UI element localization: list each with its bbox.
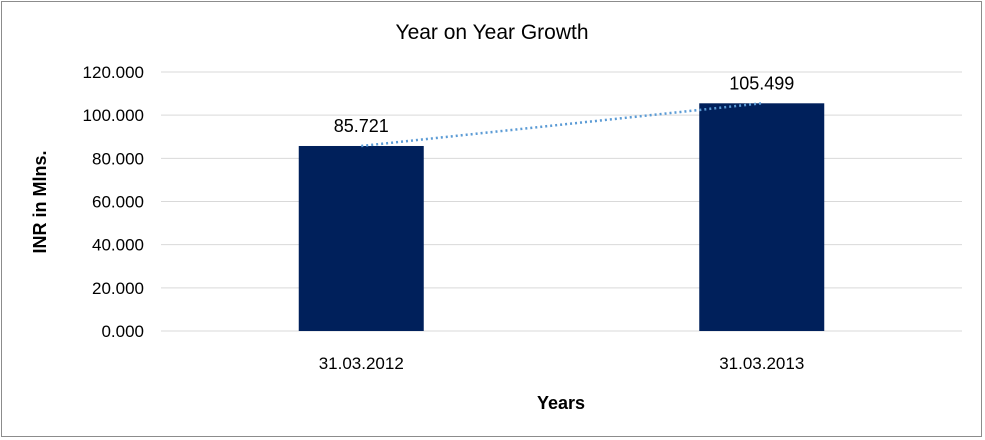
x-tick-label: 31.03.2013 <box>719 354 804 373</box>
y-tick-label: 0.000 <box>101 322 144 341</box>
x-tick-label: 31.03.2012 <box>319 354 404 373</box>
data-label: 85.721 <box>334 116 389 136</box>
bar <box>699 103 825 331</box>
trendline-line <box>361 102 762 148</box>
bar <box>298 145 424 331</box>
y-tick-label: 40.000 <box>92 236 144 255</box>
data-labels: 85.721 105.499 <box>334 73 795 136</box>
trendline <box>361 102 762 148</box>
y-tick-label: 80.000 <box>92 149 144 168</box>
y-tick-label: 120.000 <box>83 63 144 82</box>
y-tick-label: 20.000 <box>92 279 144 298</box>
bars <box>298 103 825 331</box>
x-axis-title: Years <box>537 393 585 413</box>
data-label: 105.499 <box>729 73 794 93</box>
y-axis-title: INR in Mlns. <box>30 151 50 254</box>
y-axis-ticks: 0.000 20.000 40.000 60.000 80.000 100.000 120.… <box>83 63 144 341</box>
x-axis-ticks: 31.03.2012 31.03.2013 <box>319 354 805 373</box>
gridlines <box>161 71 962 332</box>
chart-title: Year on Year Growth <box>395 21 588 44</box>
y-tick-label: 100.000 <box>83 106 144 125</box>
y-tick-label: 60.000 <box>92 193 144 212</box>
